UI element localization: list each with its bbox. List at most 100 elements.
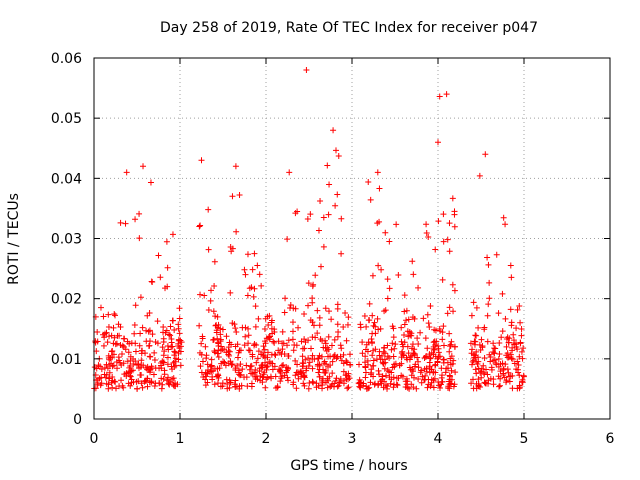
data-point xyxy=(166,381,173,388)
data-point xyxy=(103,380,110,387)
data-point xyxy=(262,354,269,361)
data-point xyxy=(279,346,286,353)
data-point xyxy=(252,373,259,380)
data-point xyxy=(423,353,430,360)
data-point xyxy=(245,332,252,339)
data-point xyxy=(263,335,270,342)
data-point xyxy=(503,335,510,342)
data-point xyxy=(104,339,111,346)
data-point xyxy=(340,351,347,358)
data-point xyxy=(338,215,345,222)
data-point xyxy=(475,380,482,387)
data-point xyxy=(249,266,256,273)
data-point xyxy=(393,375,400,382)
data-point xyxy=(203,355,210,362)
data-point xyxy=(343,337,350,344)
data-point xyxy=(427,354,434,361)
data-point xyxy=(275,347,282,354)
data-point xyxy=(471,338,478,345)
data-point xyxy=(155,252,162,259)
data-point xyxy=(379,352,386,359)
data-point xyxy=(309,295,316,302)
data-point xyxy=(424,384,431,391)
data-point xyxy=(246,366,253,373)
data-point xyxy=(490,381,497,388)
data-point xyxy=(437,385,444,392)
y-tick-label: 0.06 xyxy=(51,51,82,67)
data-point xyxy=(175,356,182,363)
data-point xyxy=(473,348,480,355)
data-point xyxy=(164,342,171,349)
data-point xyxy=(496,350,503,357)
data-point xyxy=(451,208,458,215)
data-point xyxy=(322,337,329,344)
data-point xyxy=(239,324,246,331)
data-point xyxy=(219,380,226,387)
data-point xyxy=(238,382,245,389)
y-axis-label: ROTI / TECUs xyxy=(6,193,22,285)
data-point xyxy=(290,379,297,386)
data-point xyxy=(440,211,447,218)
data-point xyxy=(200,373,207,380)
data-point xyxy=(425,234,432,241)
data-point xyxy=(360,382,367,389)
data-point xyxy=(251,250,258,257)
data-point xyxy=(398,372,405,379)
data-point xyxy=(432,362,439,369)
data-point xyxy=(403,317,410,324)
data-point xyxy=(420,315,427,322)
data-point xyxy=(196,349,203,356)
data-point xyxy=(488,364,495,371)
data-point xyxy=(398,324,405,331)
data-point xyxy=(144,312,151,319)
data-point xyxy=(317,197,324,204)
data-point xyxy=(408,381,415,388)
data-point xyxy=(310,322,317,329)
data-point xyxy=(505,369,512,376)
data-point xyxy=(257,373,264,380)
data-point xyxy=(475,354,482,361)
data-point xyxy=(252,366,259,373)
data-point xyxy=(109,384,116,391)
data-point xyxy=(256,368,263,375)
data-point xyxy=(502,315,509,322)
x-tick-label: 2 xyxy=(262,431,271,447)
chart-title: Day 258 of 2019, Rate Of TEC Index for r… xyxy=(160,20,538,36)
data-point xyxy=(138,347,145,354)
data-point xyxy=(388,346,395,353)
data-point xyxy=(408,332,415,339)
data-point xyxy=(373,356,380,363)
data-point xyxy=(308,345,315,352)
y-tick-label: 0.05 xyxy=(51,111,82,127)
data-point xyxy=(507,351,514,358)
data-point xyxy=(390,334,397,341)
data-point xyxy=(177,337,184,344)
data-point xyxy=(363,341,370,348)
data-point xyxy=(103,371,110,378)
data-point xyxy=(503,379,510,386)
data-point xyxy=(202,343,209,350)
data-point xyxy=(518,348,525,355)
data-point xyxy=(401,292,408,299)
data-point xyxy=(307,211,314,218)
data-point xyxy=(390,325,397,332)
data-point xyxy=(384,383,391,390)
data-point xyxy=(507,262,514,269)
data-point xyxy=(314,307,321,314)
data-point xyxy=(170,375,177,382)
data-point xyxy=(401,308,408,315)
data-point xyxy=(160,323,167,330)
data-point xyxy=(225,351,232,358)
data-point xyxy=(320,214,327,221)
data-point xyxy=(292,305,299,312)
data-point xyxy=(284,342,291,349)
data-point xyxy=(295,324,302,331)
data-point xyxy=(125,349,132,356)
data-point xyxy=(127,362,134,369)
data-point xyxy=(147,179,154,186)
data-point xyxy=(386,285,393,292)
data-point xyxy=(356,380,363,387)
data-point xyxy=(271,329,278,336)
data-point xyxy=(322,305,329,312)
data-point xyxy=(109,377,116,384)
